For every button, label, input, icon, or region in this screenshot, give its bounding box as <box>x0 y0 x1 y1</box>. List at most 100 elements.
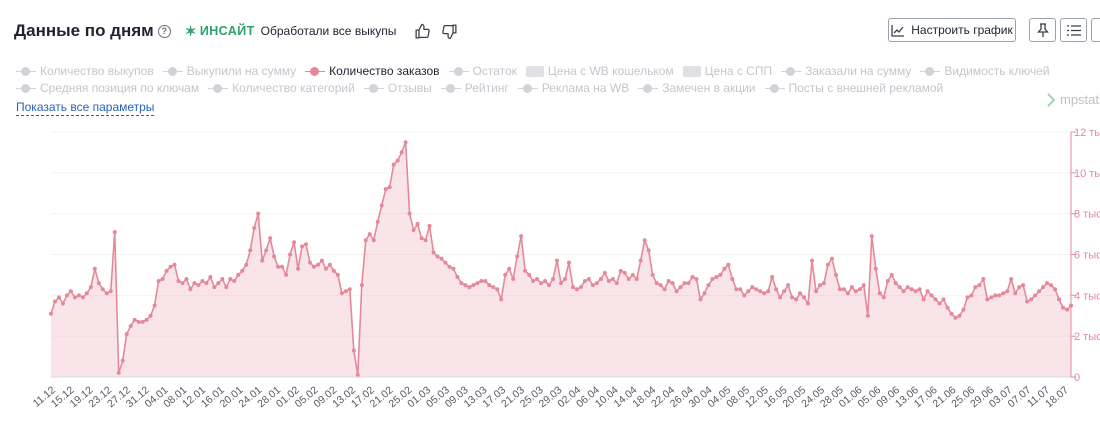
data-point <box>284 272 289 277</box>
legend-line-icon <box>920 66 941 76</box>
legend-line-icon <box>638 83 659 93</box>
data-point <box>817 283 822 288</box>
legend-item[interactable]: Отзывы <box>363 81 432 95</box>
y-tick-label: 4 тыс <box>1074 290 1100 302</box>
data-point <box>152 303 157 308</box>
data-point <box>459 281 464 286</box>
data-point <box>268 236 273 241</box>
data-point <box>52 299 57 304</box>
data-point <box>682 281 687 286</box>
data-point <box>216 281 221 286</box>
legend-item[interactable]: Замечен в акции <box>638 81 756 95</box>
data-point <box>949 311 954 316</box>
legend-item[interactable]: Выкупили на сумму <box>162 64 296 78</box>
y-tick-label: 0 <box>1074 372 1080 384</box>
configure-chart-button[interactable]: Настроить график <box>888 18 1016 42</box>
insight-badge[interactable]: ✶ ИНСАЙТ <box>185 23 255 40</box>
legend-item[interactable]: Средняя позиция по ключам <box>16 81 199 95</box>
legend-row-2: Средняя позиция по ключам Количество кате… <box>16 81 952 95</box>
legend-line-icon <box>16 83 36 93</box>
legend-label: Количество категорий <box>232 81 355 95</box>
data-point <box>136 319 141 324</box>
legend-item[interactable]: Посты с внешней рекламой <box>764 81 943 95</box>
data-point <box>674 289 679 294</box>
data-point <box>435 254 440 259</box>
data-point <box>228 277 233 281</box>
data-point <box>463 283 468 288</box>
data-point <box>467 285 472 290</box>
data-point <box>196 283 201 288</box>
data-point <box>798 291 803 296</box>
data-point <box>276 264 281 269</box>
data-point <box>168 264 173 269</box>
legend-item[interactable]: Заказали на сумму <box>781 64 911 78</box>
data-point <box>997 293 1002 298</box>
data-point <box>104 291 109 296</box>
legend-item[interactable]: Цена с WB кошельком <box>525 64 674 78</box>
data-point <box>714 274 719 279</box>
data-point <box>770 274 775 279</box>
data-point <box>49 311 53 316</box>
data-point <box>128 323 133 328</box>
data-point <box>562 277 567 281</box>
data-point <box>782 289 787 294</box>
pin-button[interactable] <box>1029 18 1056 42</box>
legend-item[interactable]: Количество заказов <box>305 64 440 78</box>
legend-label: Рейтинг <box>464 81 509 95</box>
legend-item[interactable]: Видимость ключей <box>920 64 1050 78</box>
data-point <box>730 277 735 281</box>
data-point <box>252 225 257 230</box>
data-point <box>841 287 846 292</box>
data-point <box>658 283 663 288</box>
data-point <box>833 272 838 277</box>
data-point <box>694 277 699 281</box>
data-point <box>475 281 480 286</box>
data-point <box>1049 283 1054 288</box>
legend-item[interactable]: Цена с СПП <box>682 64 772 78</box>
data-point <box>570 285 575 290</box>
data-point <box>407 211 412 216</box>
data-point <box>232 279 237 284</box>
data-point <box>296 266 301 271</box>
data-point <box>1053 287 1058 292</box>
data-point <box>885 279 890 284</box>
list-view-button[interactable] <box>1060 18 1087 42</box>
more-button[interactable] <box>1091 18 1100 42</box>
legend-item[interactable]: Количество выкупов <box>16 64 154 78</box>
data-point <box>491 285 496 290</box>
data-point <box>60 301 65 306</box>
series-area <box>51 142 1071 377</box>
data-point <box>280 264 285 269</box>
y-tick-label: 10 тыс <box>1074 168 1100 180</box>
data-point <box>56 295 61 300</box>
line-chart-icon <box>891 24 905 37</box>
legend-item[interactable]: Рейтинг <box>440 81 509 95</box>
data-point <box>132 317 137 322</box>
data-point <box>606 279 611 284</box>
data-point <box>614 281 619 286</box>
data-point <box>1013 291 1018 296</box>
data-point <box>64 293 69 298</box>
legend-item[interactable]: Количество категорий <box>208 81 355 95</box>
data-point <box>68 289 73 294</box>
data-point <box>523 268 528 273</box>
thumbs-up-icon[interactable] <box>414 23 431 40</box>
data-point <box>511 277 516 281</box>
data-point <box>853 289 858 294</box>
legend-item[interactable]: Реклама на WB <box>517 81 629 95</box>
legend-item[interactable]: Остаток <box>448 64 517 78</box>
show-all-params-link[interactable]: Показать все параметры <box>16 100 155 116</box>
data-point <box>913 289 918 294</box>
thumbs-down-icon[interactable] <box>441 23 458 40</box>
data-point <box>837 287 842 292</box>
data-point <box>865 313 870 318</box>
legend-line-icon <box>764 83 785 93</box>
legend-label: Количество заказов <box>329 64 440 78</box>
data-point <box>861 283 866 288</box>
data-point <box>618 268 623 273</box>
data-point <box>941 297 946 302</box>
data-point <box>160 277 165 281</box>
help-icon[interactable]: ? <box>157 24 171 38</box>
data-point <box>495 287 500 292</box>
data-point <box>487 283 492 288</box>
